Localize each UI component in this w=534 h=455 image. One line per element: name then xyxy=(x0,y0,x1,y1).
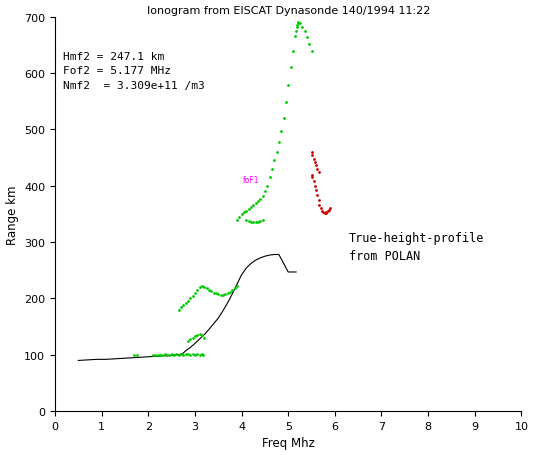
Y-axis label: Range km: Range km xyxy=(5,185,19,244)
Title: Ionogram from EISCAT Dynasonde 140/1994 11:22: Ionogram from EISCAT Dynasonde 140/1994 … xyxy=(146,5,430,15)
Text: Hmf2 = 247.1 km
Fof2 = 5.177 MHz
Nmf2  = 3.309e+11 /m3: Hmf2 = 247.1 km Fof2 = 5.177 MHz Nmf2 = … xyxy=(64,51,205,91)
Text: foF1: foF1 xyxy=(242,176,259,184)
Text: True-height-profile
from POLAN: True-height-profile from POLAN xyxy=(349,232,484,263)
X-axis label: Freq Mhz: Freq Mhz xyxy=(262,436,315,450)
